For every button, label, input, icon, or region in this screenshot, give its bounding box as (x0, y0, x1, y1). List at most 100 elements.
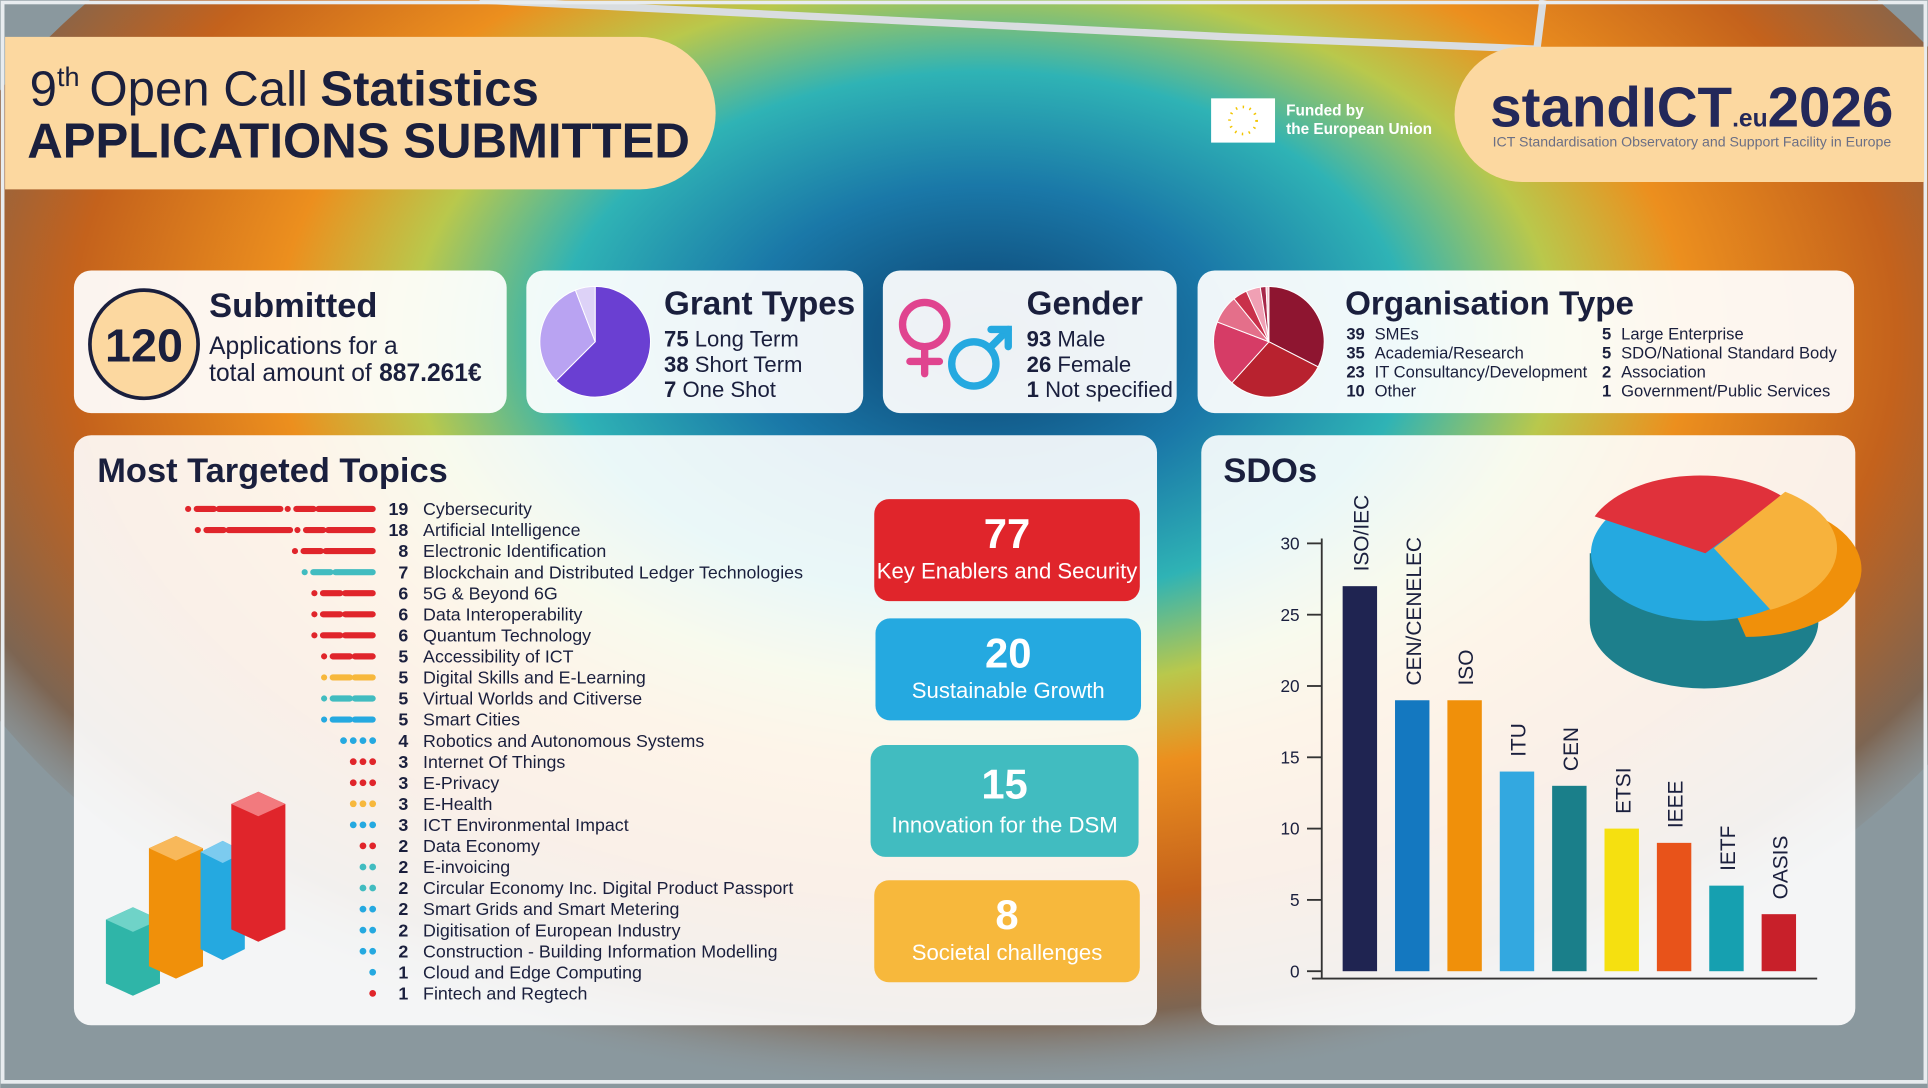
decor-bars (105, 791, 286, 996)
chart-title: SDOs (1223, 452, 1317, 490)
legend-value: 23 (1346, 362, 1364, 381)
legend-label: SDO/National Standard Body (1621, 343, 1837, 362)
submitted-title: Submitted (209, 287, 377, 325)
legend-value: 2 (1602, 362, 1611, 381)
topic-value: 2 (398, 899, 408, 919)
topic-value: 6 (398, 625, 408, 645)
pie-slice (555, 285, 651, 398)
header-number: 9 (30, 62, 57, 117)
topic-value: 8 (398, 541, 408, 561)
sdo-label: ISO (1455, 650, 1478, 686)
topic-label: Virtual Worlds and Citiverse (423, 689, 642, 709)
header-subtitle: APPLICATIONS SUBMITTED (27, 113, 690, 168)
topic-value: 6 (398, 604, 408, 624)
header-line: 9th Open Call Statistics (30, 62, 539, 117)
header-card (5, 36, 716, 190)
topic-value: 3 (398, 815, 408, 835)
topic-label: Smart Cities (423, 710, 520, 730)
chart-title: Grant Types (664, 286, 855, 323)
sdo-label: ITU (1508, 723, 1531, 757)
topic-label: E-Health (423, 794, 492, 814)
topic-label: ICT Environmental Impact (423, 815, 629, 835)
pie-slice (1231, 341, 1319, 398)
topic-label: Cybersecurity (423, 499, 532, 519)
gender-count: 93 (1027, 327, 1052, 352)
sdo-label: CEN (1560, 727, 1583, 771)
sdo-bar (1709, 885, 1744, 972)
legend-item: 10 Other (1346, 381, 1416, 400)
gender-count: 1 (1027, 377, 1039, 402)
y-tick-label: 10 (1280, 819, 1299, 839)
topic-value: 2 (398, 920, 408, 940)
sdo-label: OASIS (1769, 836, 1792, 900)
logo-part: ICT (1641, 76, 1732, 139)
pillar-box (874, 880, 1140, 983)
legend-label: Long Term (695, 327, 799, 352)
topic-label: Artificial Intelligence (423, 520, 581, 540)
eu-stars (1228, 105, 1258, 136)
logo-part: stand (1490, 76, 1641, 139)
sdo-label: ETSI (1612, 767, 1635, 813)
chart-title: Most Targeted Topics (97, 452, 447, 490)
pie-slice (1213, 321, 1270, 384)
topic-label: 5G & Beyond 6G (423, 583, 558, 603)
legend-item: 39 SMEs (1346, 324, 1419, 343)
legend-value: 1 (1602, 381, 1611, 400)
pie-slice (1268, 285, 1325, 368)
pillar-label: Sustainable Growth (912, 678, 1105, 703)
gender-count: 26 (1027, 352, 1052, 377)
logo-tagline: ICT Standardisation Observatory and Supp… (1493, 133, 1892, 149)
topic-label: Construction - Building Information Mode… (423, 941, 777, 961)
topic-value: 19 (388, 499, 408, 519)
chart-title: Organisation Type (1345, 286, 1634, 323)
submitted-text: total amount of 887.261€ (209, 360, 482, 387)
sdo-label: IEEE (1665, 780, 1688, 828)
legend-value: 7 (664, 377, 676, 402)
topic-label: Fintech and Regtech (423, 983, 587, 1003)
logo: standICT.eu2026 (1490, 76, 1893, 139)
legend-value: 35 (1346, 343, 1364, 362)
gender-label: Not specified (1045, 377, 1173, 402)
legend-item: 5 Large Enterprise (1602, 324, 1744, 343)
funding-line: the European Union (1286, 121, 1432, 138)
legend-label: IT Consultancy/Development (1375, 362, 1588, 381)
gender-item: 1 Not specified (1027, 377, 1173, 402)
submitted-text: Applications for a (209, 333, 398, 360)
logo-part: .eu (1732, 106, 1768, 133)
pie-slice (1265, 285, 1270, 342)
gender-item: 26 Female (1027, 352, 1131, 377)
legend-item: 35 Academia/Research (1346, 343, 1524, 362)
legend-label: Other (1375, 381, 1417, 400)
topic-label: E-invoicing (423, 857, 510, 877)
topic-value: 5 (398, 668, 408, 688)
topic-label: Internet Of Things (423, 752, 565, 772)
pillar-value: 20 (985, 629, 1031, 676)
legend-item: 7 One Shot (664, 377, 776, 402)
legend-item: 1 Government/Public Services (1602, 381, 1830, 400)
legend-value: 5 (1602, 343, 1611, 362)
topic-value: 5 (398, 647, 408, 667)
legend-item: 5 SDO/National Standard Body (1602, 343, 1837, 362)
pillar-box (870, 745, 1139, 857)
header-ordinal: th (57, 62, 80, 92)
legend-label: SMEs (1375, 324, 1419, 343)
topic-label: Digital Skills and E-Learning (423, 668, 646, 688)
topic-label: Cloud and Edge Computing (423, 962, 642, 982)
sdo-label: CEN/CENELEC (1403, 537, 1426, 685)
y-tick-label: 25 (1280, 605, 1299, 625)
sdo-bar (1447, 700, 1482, 972)
sdo-bar (1552, 785, 1587, 972)
pillar-box (875, 618, 1142, 721)
sdo-bar (1761, 914, 1797, 972)
legend-value: 38 (664, 352, 689, 377)
topic-value: 5 (398, 689, 408, 709)
sdo-bar (1656, 842, 1692, 972)
topic-value: 2 (398, 857, 408, 877)
sdo-label: IETF (1717, 826, 1740, 871)
legend-label: One Shot (682, 377, 775, 402)
topic-value: 1 (398, 983, 408, 1003)
y-tick-label: 0 (1290, 961, 1300, 981)
submitted-text: total amount of (209, 360, 372, 387)
